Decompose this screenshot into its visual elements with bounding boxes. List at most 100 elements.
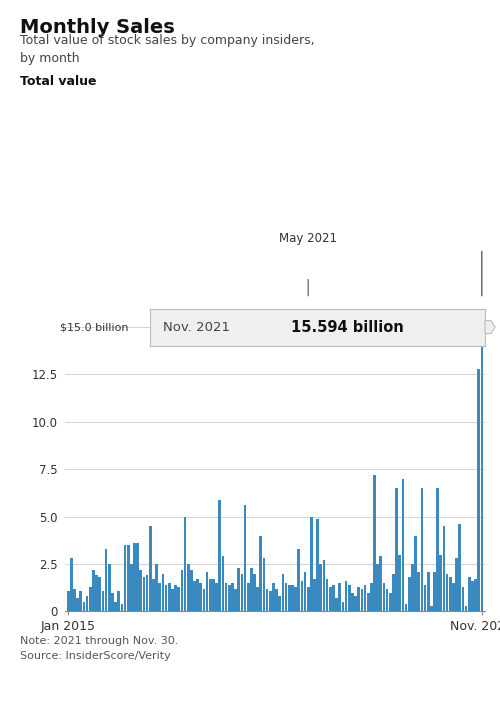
Bar: [316, 518, 319, 611]
Bar: [455, 558, 458, 611]
Bar: [364, 585, 366, 611]
Bar: [344, 581, 348, 611]
Bar: [449, 577, 452, 611]
Text: 15.594 billion: 15.594 billion: [290, 319, 404, 335]
Bar: [140, 570, 142, 611]
Bar: [114, 602, 117, 611]
Bar: [218, 500, 221, 611]
Bar: [436, 488, 439, 611]
Bar: [278, 597, 281, 611]
Bar: [478, 369, 480, 611]
Bar: [73, 589, 76, 611]
Bar: [335, 598, 338, 611]
Bar: [376, 564, 379, 611]
Text: $15.0 billion: $15.0 billion: [60, 322, 128, 332]
Bar: [228, 585, 230, 611]
Bar: [120, 604, 123, 611]
Bar: [187, 564, 190, 611]
Bar: [266, 589, 268, 611]
Bar: [164, 585, 168, 611]
Bar: [382, 583, 386, 611]
Bar: [171, 589, 173, 611]
Bar: [291, 585, 294, 611]
Bar: [89, 587, 92, 611]
Bar: [420, 488, 423, 611]
Bar: [206, 572, 208, 611]
Bar: [244, 506, 246, 611]
Bar: [193, 581, 196, 611]
Bar: [471, 581, 474, 611]
Bar: [130, 564, 132, 611]
Bar: [108, 564, 110, 611]
Bar: [440, 555, 442, 611]
Bar: [118, 591, 120, 611]
Bar: [127, 545, 130, 611]
Bar: [310, 517, 312, 611]
Bar: [133, 543, 136, 611]
Bar: [95, 575, 98, 611]
Text: Nov. 2021: Nov. 2021: [164, 321, 230, 333]
Bar: [92, 570, 95, 611]
Bar: [427, 572, 430, 611]
Bar: [424, 585, 426, 611]
Bar: [162, 574, 164, 611]
Bar: [398, 555, 401, 611]
Bar: [200, 583, 202, 611]
Bar: [326, 579, 328, 611]
Bar: [462, 587, 464, 611]
Bar: [184, 517, 186, 611]
Bar: [351, 592, 354, 611]
Bar: [389, 592, 392, 611]
Bar: [231, 583, 234, 611]
Bar: [402, 479, 404, 611]
Bar: [358, 587, 360, 611]
Bar: [70, 558, 72, 611]
Bar: [67, 591, 70, 611]
Bar: [418, 572, 420, 611]
Bar: [168, 583, 170, 611]
Bar: [209, 579, 212, 611]
Bar: [215, 583, 218, 611]
Bar: [458, 524, 461, 611]
Bar: [142, 577, 146, 611]
Bar: [392, 574, 395, 611]
Bar: [480, 316, 483, 611]
Bar: [329, 587, 332, 611]
Bar: [468, 577, 470, 611]
Bar: [313, 579, 316, 611]
Bar: [348, 585, 350, 611]
Bar: [320, 564, 322, 611]
Bar: [304, 572, 306, 611]
Bar: [247, 583, 250, 611]
Text: Total value of stock sales by company insiders,
by month: Total value of stock sales by company in…: [20, 34, 314, 65]
Bar: [300, 581, 303, 611]
Bar: [408, 577, 410, 611]
Bar: [464, 606, 468, 611]
Bar: [152, 579, 155, 611]
Bar: [212, 579, 215, 611]
Bar: [367, 592, 370, 611]
Bar: [442, 526, 446, 611]
Bar: [452, 583, 455, 611]
Text: May 2021: May 2021: [279, 232, 337, 245]
Bar: [360, 589, 363, 611]
Text: Monthly Sales: Monthly Sales: [20, 18, 175, 37]
Bar: [80, 591, 82, 611]
Bar: [146, 575, 148, 611]
Bar: [180, 570, 183, 611]
Bar: [149, 526, 152, 611]
Bar: [332, 585, 335, 611]
Bar: [260, 535, 262, 611]
Bar: [124, 545, 126, 611]
Bar: [338, 583, 341, 611]
Bar: [136, 543, 139, 611]
Bar: [354, 597, 357, 611]
Bar: [190, 570, 192, 611]
Bar: [386, 589, 388, 611]
Bar: [202, 589, 205, 611]
Bar: [298, 549, 300, 611]
Bar: [373, 475, 376, 611]
Bar: [250, 568, 252, 611]
Bar: [238, 568, 240, 611]
Bar: [155, 564, 158, 611]
